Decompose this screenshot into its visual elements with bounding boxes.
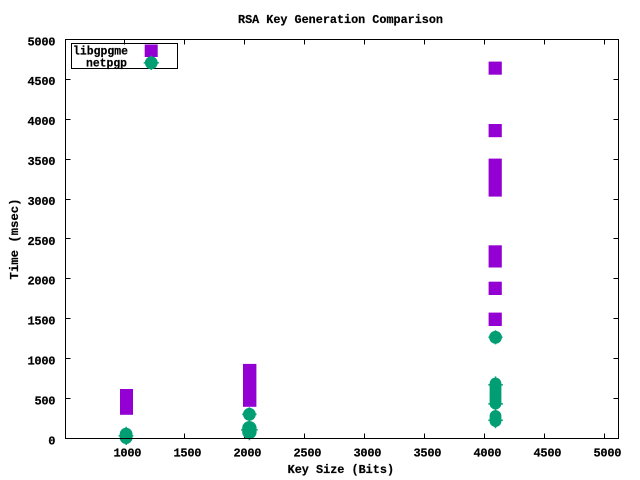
svg-text:1000: 1000 <box>28 355 56 369</box>
svg-text:netpgp: netpgp <box>86 57 127 71</box>
svg-text:Time (msec): Time (msec) <box>8 199 22 280</box>
svg-text:libgpgme: libgpgme <box>73 44 128 58</box>
svg-text:RSA Key Generation Comparison: RSA Key Generation Comparison <box>238 13 443 27</box>
svg-text:2500: 2500 <box>294 447 322 461</box>
svg-text:4000: 4000 <box>28 115 56 129</box>
svg-text:2000: 2000 <box>234 447 262 461</box>
svg-text:500: 500 <box>35 394 56 408</box>
svg-text:2500: 2500 <box>28 235 56 249</box>
svg-text:1500: 1500 <box>28 315 56 329</box>
svg-text:3000: 3000 <box>28 195 56 209</box>
svg-text:1000: 1000 <box>114 447 142 461</box>
svg-text:5000: 5000 <box>28 35 56 49</box>
svg-text:5000: 5000 <box>594 447 622 461</box>
svg-text:4000: 4000 <box>474 447 502 461</box>
svg-text:3500: 3500 <box>28 155 56 169</box>
svg-text:0: 0 <box>48 434 55 448</box>
svg-text:3500: 3500 <box>414 447 442 461</box>
svg-text:4500: 4500 <box>28 75 56 89</box>
svg-text:3000: 3000 <box>354 447 382 461</box>
svg-text:2000: 2000 <box>28 275 56 289</box>
svg-text:1500: 1500 <box>174 447 202 461</box>
svg-text:Key Size (Bits): Key Size (Bits) <box>288 463 395 477</box>
svg-text:4500: 4500 <box>534 447 562 461</box>
